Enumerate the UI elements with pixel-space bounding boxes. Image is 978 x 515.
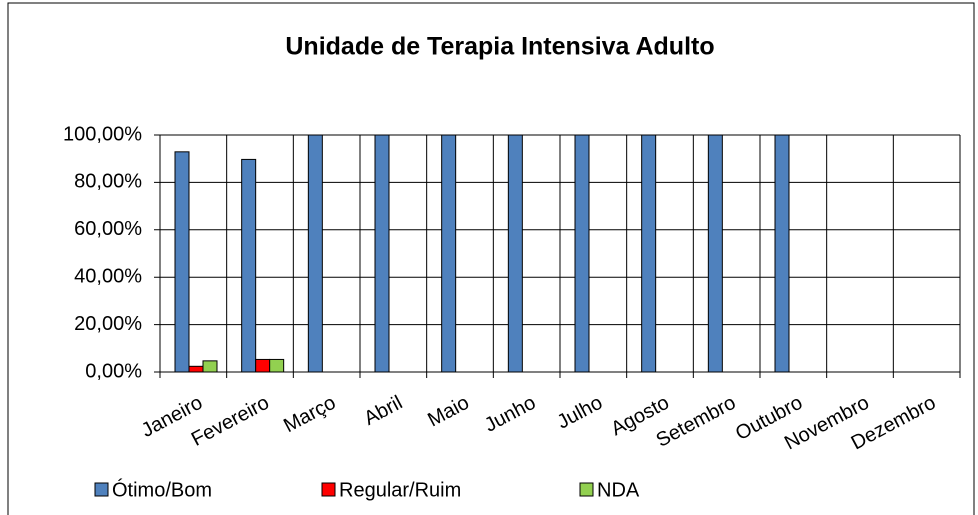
bar <box>374 134 390 373</box>
legend-label: NDA <box>597 479 640 501</box>
legend-label: Regular/Ruim <box>339 479 461 501</box>
bar <box>441 134 457 373</box>
bar <box>241 158 257 373</box>
bar <box>641 134 657 373</box>
bar <box>774 134 790 373</box>
y-tick-label: 100,00% <box>63 123 142 145</box>
bar <box>174 151 190 373</box>
y-tick-label: 0,00% <box>85 360 142 382</box>
y-tick-label: 80,00% <box>74 171 142 193</box>
bar <box>707 134 723 373</box>
bar <box>202 360 218 373</box>
legend-label: Ótimo/Bom <box>112 478 212 501</box>
legend-swatch <box>94 482 109 497</box>
legend-swatch <box>579 482 594 497</box>
chart-border <box>7 2 975 515</box>
bar <box>307 134 323 373</box>
bar <box>269 358 285 373</box>
y-tick-label: 40,00% <box>74 265 142 287</box>
bar <box>507 134 523 373</box>
chart-title: Unidade de Terapia Intensiva Adulto <box>285 33 714 61</box>
y-tick-label: 60,00% <box>74 218 142 240</box>
bar <box>188 365 204 373</box>
bar <box>255 358 271 373</box>
legend-swatch <box>321 482 336 497</box>
bar <box>574 134 590 373</box>
y-tick-label: 20,00% <box>74 313 142 335</box>
